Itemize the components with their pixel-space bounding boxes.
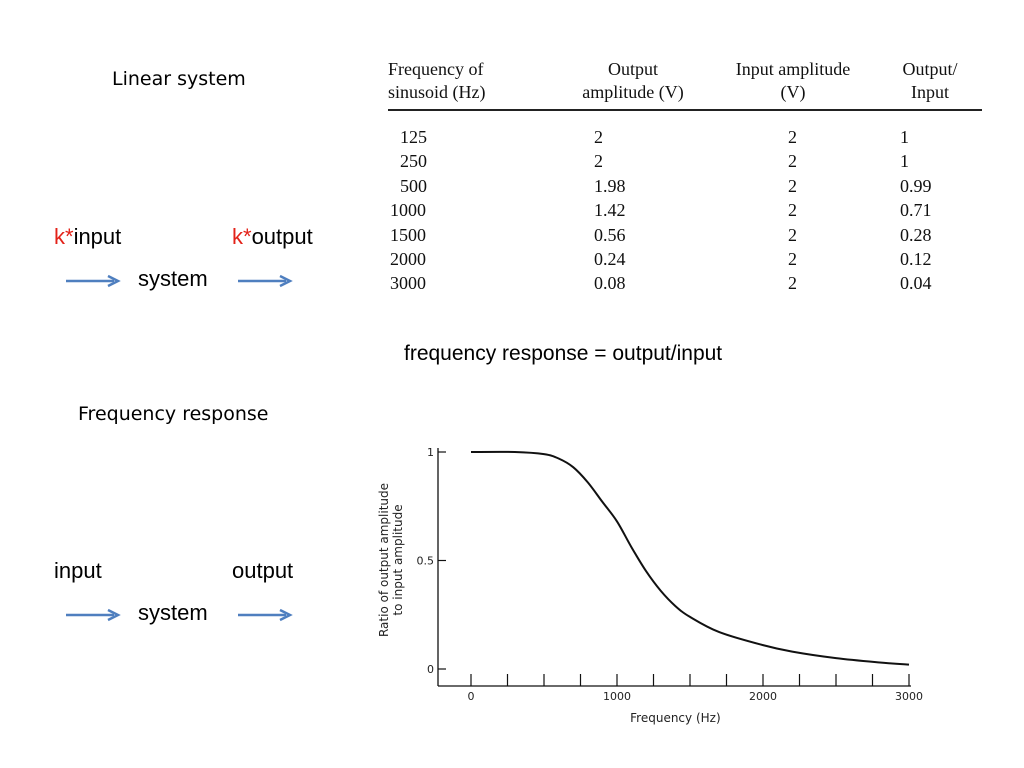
header-frequency: Frequency of sinusoid (Hz): [388, 58, 558, 111]
x-tick-label: 2000: [749, 690, 777, 703]
output-arrow-icon: [238, 274, 293, 288]
y-axis-label-line: Ratio of output amplitude: [377, 483, 391, 637]
table-row: 1000 1.42 2 0.71: [390, 200, 932, 221]
x-tick-label: 0: [468, 690, 475, 703]
formula-text: frequency response = output/input: [404, 342, 723, 365]
frequency-response-chart: 0 0.5 1 0 1000 2000 3000 Frequency (Hz) Ratio of…: [377, 446, 923, 725]
system-label-2: system: [138, 600, 208, 625]
input-label: input: [73, 224, 122, 249]
series-line: [470, 450, 910, 666]
output-label: output: [251, 224, 313, 249]
header-input-amplitude: Input amplitude (V): [708, 58, 878, 111]
header-ratio: Output/Input: [878, 58, 982, 111]
x-tick-label: 1000: [603, 690, 631, 703]
table-row: 500 1.98 2 0.99: [400, 175, 932, 196]
input-arrow-icon-2: [66, 608, 121, 622]
table-row: 2000 0.24 2 0.12: [390, 249, 932, 270]
y-axis-label-line: to input amplitude: [391, 504, 405, 615]
input-label-2: input: [54, 558, 102, 583]
frequency-response-heading: Frequency response: [78, 403, 269, 425]
table-row: 1500 0.56 2 0.28: [390, 224, 932, 245]
table-row: 125 2 2 1: [400, 127, 909, 147]
output-arrow-icon-2: [238, 608, 293, 622]
table-header-row: Frequency of sinusoid (Hz) Output amplitud…: [388, 58, 982, 111]
linear-system-heading: Linear system: [112, 68, 246, 90]
output-label-2: output: [232, 558, 294, 583]
y-tick-label: 1: [427, 446, 434, 459]
system-label: system: [138, 266, 208, 291]
header-output-amplitude: Output amplitude (V): [558, 58, 708, 111]
input-arrow-icon: [66, 274, 121, 288]
table-row: 250 2 2 1: [400, 151, 909, 172]
table-row: 3000 0.08 2 0.04: [390, 273, 932, 294]
x-tick-label: 3000: [895, 690, 923, 703]
frequency-table: Frequency of sinusoid (Hz) Output amplitud…: [388, 58, 982, 296]
scaled-input-label: k*input: [54, 224, 121, 250]
y-axis-label: Ratio of output amplitude to input amplit…: [377, 483, 405, 637]
y-tick-label: 0.5: [417, 555, 435, 568]
input-scale-prefix: k*: [54, 224, 74, 249]
scaled-output-label: k*output: [232, 224, 313, 250]
output-scale-prefix: k*: [232, 224, 252, 249]
x-axis-label: Frequency (Hz): [630, 711, 721, 725]
y-tick-label: 0: [427, 663, 434, 676]
